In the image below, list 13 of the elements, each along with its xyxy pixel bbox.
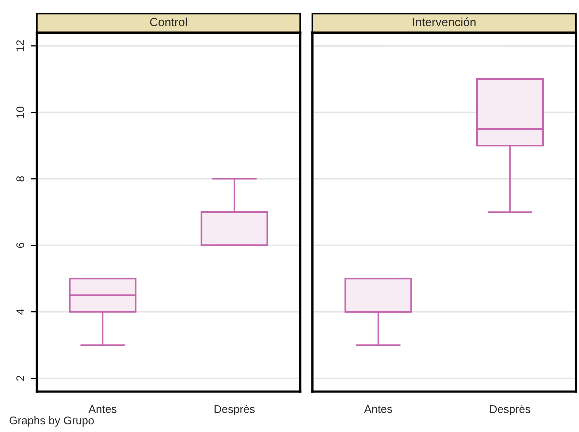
x-tick-label: Antes — [364, 405, 392, 414]
text: Graphs by Grupo — [10, 416, 94, 427]
chart-title: Control — [150, 18, 188, 26]
y-tick-label: 6 — [16, 242, 24, 248]
y-tick-label: 8 — [16, 176, 24, 182]
x-tick-label: Antes — [88, 405, 117, 414]
x-tick-label: Desprès — [214, 405, 255, 416]
y-tick-label: 10 — [16, 106, 24, 118]
x-tick-label: Desprès — [490, 405, 531, 416]
y-tick-label: 12 — [16, 40, 24, 52]
y-tick-label: 4 — [16, 309, 24, 315]
chart-title: Intervención — [413, 18, 476, 26]
y-tick-label: 2 — [16, 376, 24, 382]
